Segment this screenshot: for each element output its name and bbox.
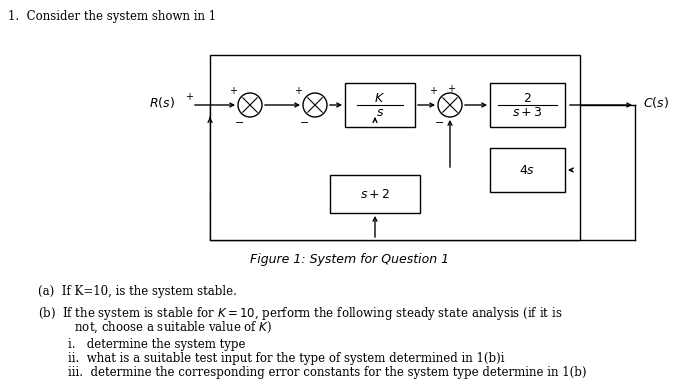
Circle shape [238,93,262,117]
Circle shape [438,93,462,117]
Bar [330,175,420,213]
Circle shape [303,93,327,117]
Text: 1.  Consider the system shown in 1: 1. Consider the system shown in 1 [8,10,216,23]
Text: $s+3$: $s+3$ [512,107,543,120]
Text: (b)  If the system is stable for $K = 10$, perform the following steady state an: (b) If the system is stable for $K = 10$… [38,305,562,322]
Text: $+$: $+$ [230,85,239,95]
Text: $+$: $+$ [430,85,438,95]
Text: i.   determine the system type: i. determine the system type [68,338,246,351]
Text: Figure 1: System for Question 1: Figure 1: System for Question 1 [251,254,449,266]
Text: $2$: $2$ [523,91,532,105]
Text: $4s$: $4s$ [519,164,536,176]
Text: $C(s)$: $C(s)$ [643,95,669,110]
Text: $-$: $-$ [434,116,444,126]
Text: $-$: $-$ [299,116,309,126]
Text: $+$: $+$ [447,83,456,95]
Text: $s$: $s$ [376,107,384,120]
Text: $+$: $+$ [295,85,304,95]
Bar [345,83,415,127]
Text: iii.  determine the corresponding error constants for the system type determine : iii. determine the corresponding error c… [68,366,587,379]
Bar [490,148,565,192]
Text: $+$: $+$ [186,91,195,103]
Bar [490,83,565,127]
Text: $s+2$: $s+2$ [360,188,390,200]
Text: ii.  what is a suitable test input for the type of system determined in 1(b)i: ii. what is a suitable test input for th… [68,352,505,365]
Text: $K$: $K$ [374,93,386,105]
Bar [210,55,580,240]
Text: $-$: $-$ [234,116,244,126]
Text: not, choose a suitable value of $K$): not, choose a suitable value of $K$) [52,320,272,335]
Text: (a)  If K=10, is the system stable.: (a) If K=10, is the system stable. [38,285,237,298]
Text: $R(s)$: $R(s)$ [149,95,175,110]
